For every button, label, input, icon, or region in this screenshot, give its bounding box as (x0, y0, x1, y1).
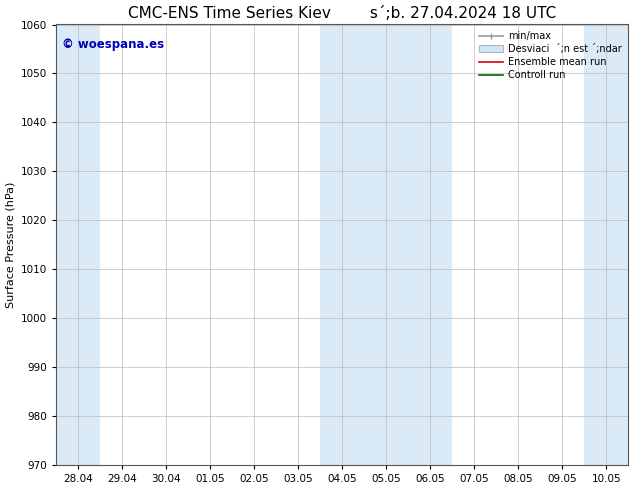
Bar (320, 24, 453, 465)
Legend: min/max, Desviaci  ´;n est ´;ndar, Ensemble mean run, Controll run: min/max, Desviaci ´;n est ´;ndar, Ensemb… (477, 29, 624, 82)
Title: CMC-ENS Time Series Kiev        s´;b. 27.04.2024 18 UTC: CMC-ENS Time Series Kiev s´;b. 27.04.202… (128, 5, 557, 21)
Bar (56, 24, 100, 465)
Bar (585, 24, 628, 465)
Y-axis label: Surface Pressure (hPa): Surface Pressure (hPa) (6, 182, 16, 308)
Text: © woespana.es: © woespana.es (62, 38, 164, 51)
